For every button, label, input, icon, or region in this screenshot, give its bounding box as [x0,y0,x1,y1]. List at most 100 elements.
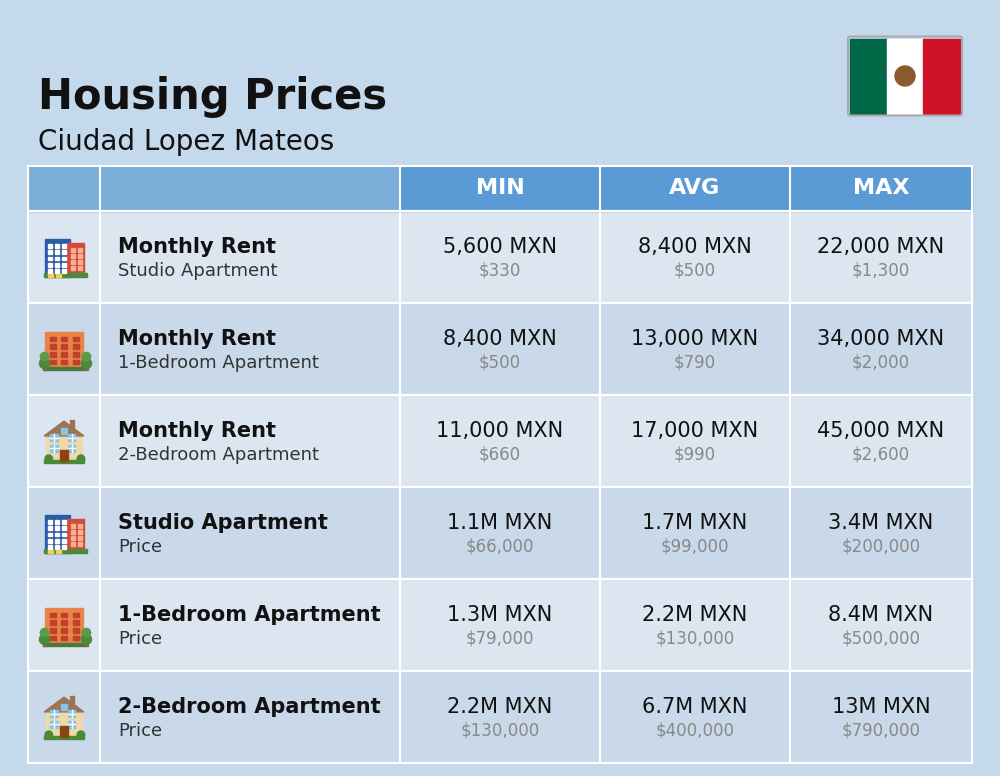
Bar [44,273,87,277]
Text: 8,400 MXN: 8,400 MXN [443,329,557,349]
Bar [61,337,67,341]
Bar [28,579,972,671]
Bar [61,704,67,710]
Text: 5,600 MXN: 5,600 MXN [443,237,557,257]
Circle shape [82,352,91,361]
Bar [48,263,52,267]
Bar [78,248,82,252]
Bar [71,542,75,546]
Bar [50,345,56,349]
Bar [55,532,59,536]
Bar [46,436,82,461]
Bar [48,532,52,536]
Bar [50,721,58,728]
Bar [78,254,82,258]
Bar [48,539,52,542]
Bar [60,450,68,461]
Bar [68,710,75,718]
Bar [73,620,79,625]
Text: Housing Prices: Housing Prices [38,76,387,118]
Bar [48,244,52,248]
Bar [50,620,56,625]
Bar [48,269,52,273]
Bar [28,303,972,395]
Bar [45,332,83,369]
Bar [50,337,56,341]
Text: MIN: MIN [476,178,524,199]
Bar [78,536,82,540]
Bar [73,337,79,341]
Circle shape [895,66,915,86]
Text: $500: $500 [674,262,716,280]
Circle shape [39,634,50,644]
Bar [71,536,75,540]
Bar [61,628,67,632]
Text: 8.4M MXN: 8.4M MXN [828,605,934,625]
Text: $790,000: $790,000 [842,722,920,740]
Bar [55,250,59,254]
Bar [67,244,84,273]
Bar [85,363,88,370]
Text: 3.4M MXN: 3.4M MXN [828,513,934,533]
Bar [71,266,75,270]
Text: 2-Bedroom Apartment: 2-Bedroom Apartment [118,446,319,464]
Text: $1,300: $1,300 [852,262,910,280]
Text: $99,000: $99,000 [661,538,729,556]
Text: Price: Price [118,630,162,648]
Bar [55,244,59,248]
Text: 2-Bedroom Apartment: 2-Bedroom Apartment [118,697,381,717]
Bar [73,636,79,640]
Bar [62,539,66,542]
Bar [48,520,52,524]
Bar [48,526,52,530]
Bar [55,257,59,261]
Bar [48,549,53,553]
Text: 1.1M MXN: 1.1M MXN [447,513,553,533]
Bar [48,273,53,277]
Circle shape [40,352,49,361]
Text: 8,400 MXN: 8,400 MXN [638,237,752,257]
Bar [85,639,88,646]
Bar [62,263,66,267]
Text: Price: Price [118,538,162,556]
Bar [28,395,972,487]
Bar [61,345,67,349]
Circle shape [81,634,92,644]
Bar [887,39,923,113]
Text: Monthly Rent: Monthly Rent [118,329,276,349]
Bar [28,487,972,579]
Text: Price: Price [118,722,162,740]
Circle shape [40,629,49,637]
Text: 45,000 MXN: 45,000 MXN [817,421,945,441]
Bar [48,546,52,549]
Bar [55,546,59,549]
Circle shape [39,359,50,369]
Bar [78,530,82,534]
Bar [61,613,67,618]
Bar [44,736,84,739]
Text: 1-Bedroom Apartment: 1-Bedroom Apartment [118,605,381,625]
Bar [70,696,74,705]
Bar [70,421,74,430]
Text: Studio Apartment: Studio Apartment [118,513,328,533]
Text: 6.7M MXN: 6.7M MXN [642,697,748,717]
Text: Monthly Rent: Monthly Rent [118,421,276,441]
Bar [73,613,79,618]
Bar [73,628,79,632]
Bar [55,263,59,267]
Bar [73,359,79,364]
Text: Ciudad Lopez Mateos: Ciudad Lopez Mateos [38,128,334,156]
Bar [55,526,59,530]
Bar [78,260,82,264]
Bar [71,254,75,258]
Text: $130,000: $130,000 [460,722,540,740]
Bar [50,359,56,364]
Bar [50,352,56,357]
Bar [48,257,52,261]
Text: $330: $330 [479,262,521,280]
Bar [850,39,887,113]
Text: $400,000: $400,000 [656,722,734,740]
Text: 13M MXN: 13M MXN [832,697,930,717]
Text: 17,000 MXN: 17,000 MXN [631,421,759,441]
Text: 1.3M MXN: 1.3M MXN [447,605,553,625]
